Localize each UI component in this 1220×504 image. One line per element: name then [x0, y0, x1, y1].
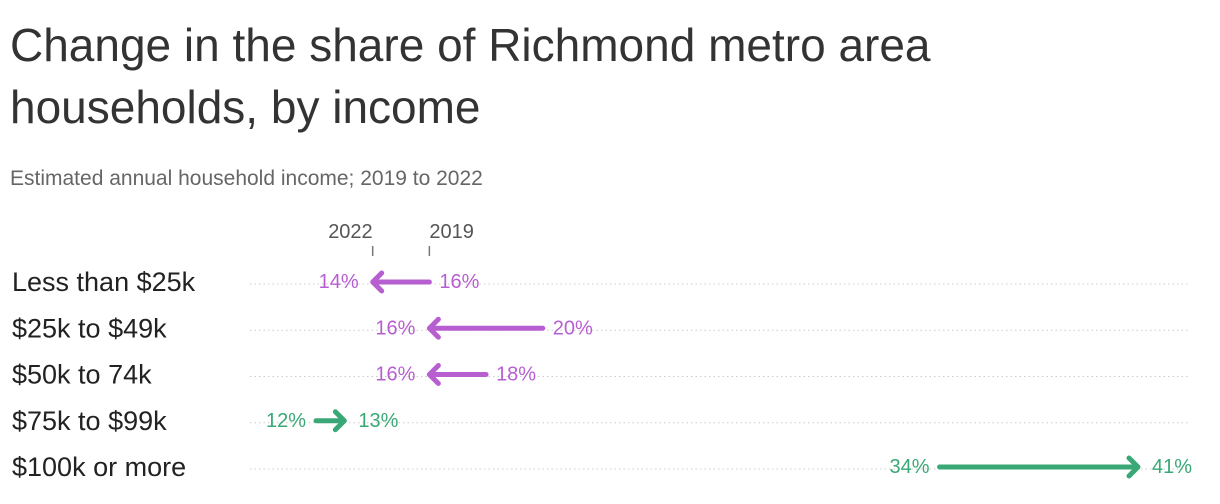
- category-label: Less than $25k: [12, 267, 196, 297]
- end-value-label: 41%: [1152, 456, 1192, 478]
- start-value-label: 12%: [266, 410, 306, 432]
- chart-subtitle: Estimated annual household income; 2019 …: [10, 167, 483, 190]
- start-value-label: 16%: [439, 271, 479, 293]
- end-value-label: 14%: [319, 271, 359, 293]
- arrow-head: [332, 409, 347, 433]
- category-label: $75k to $99k: [12, 406, 167, 436]
- legend-end-label: 2022: [328, 221, 373, 243]
- category-label: $100k or more: [12, 452, 186, 482]
- arrow-head: [1126, 455, 1141, 479]
- end-value-label: 13%: [358, 410, 398, 432]
- chart-title: Change in the share of Richmond metro ar…: [10, 19, 931, 133]
- arrow-head: [370, 270, 385, 294]
- category-label: $25k to $49k: [12, 313, 167, 343]
- end-value-label: 16%: [375, 364, 415, 386]
- start-value-label: 34%: [890, 456, 930, 478]
- legend-start-label: 2019: [429, 221, 474, 243]
- start-value-label: 20%: [553, 317, 593, 339]
- arrow-head: [426, 316, 441, 340]
- arrow-head: [426, 363, 441, 386]
- category-label: $50k to 74k: [12, 360, 152, 390]
- start-value-label: 18%: [496, 364, 536, 386]
- end-value-label: 16%: [375, 317, 415, 339]
